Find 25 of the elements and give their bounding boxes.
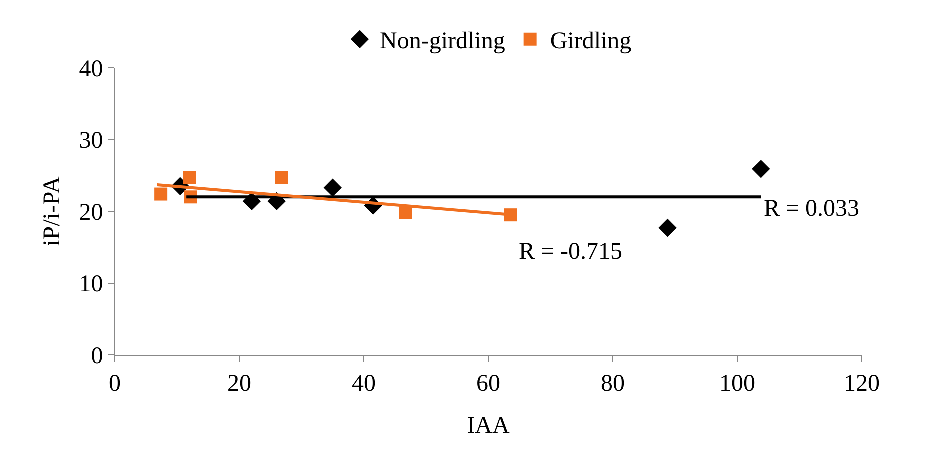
legend-label: Girdling [550, 28, 632, 55]
x-tick-label: 40 [352, 370, 376, 397]
x-tick-label: 120 [844, 370, 880, 397]
x-tick-label: 0 [109, 370, 121, 397]
legend-label: Non-girdling [380, 28, 506, 55]
x-tick-label: 100 [720, 370, 756, 397]
annotation: R = 0.033 [764, 196, 860, 222]
point [275, 171, 288, 184]
y-tick-label: 40 [79, 56, 104, 82]
point [658, 218, 677, 238]
point [154, 188, 168, 201]
y-tick-label: 30 [79, 128, 104, 154]
x-tick-label: 20 [228, 370, 252, 397]
y-tick-label: 20 [79, 200, 104, 226]
annotation: R = -0.715 [519, 239, 623, 265]
y-axis-title: iP/i-PA [39, 176, 66, 246]
x-tick-label: 80 [601, 370, 625, 397]
x-tick-label: 60 [476, 370, 500, 397]
y-tick-label: 0 [91, 343, 104, 370]
point [399, 206, 412, 220]
point [183, 171, 196, 184]
point [752, 160, 770, 178]
y-tick-label: 10 [79, 272, 104, 298]
x-axis-title: IAA [467, 413, 510, 440]
point [324, 178, 342, 197]
